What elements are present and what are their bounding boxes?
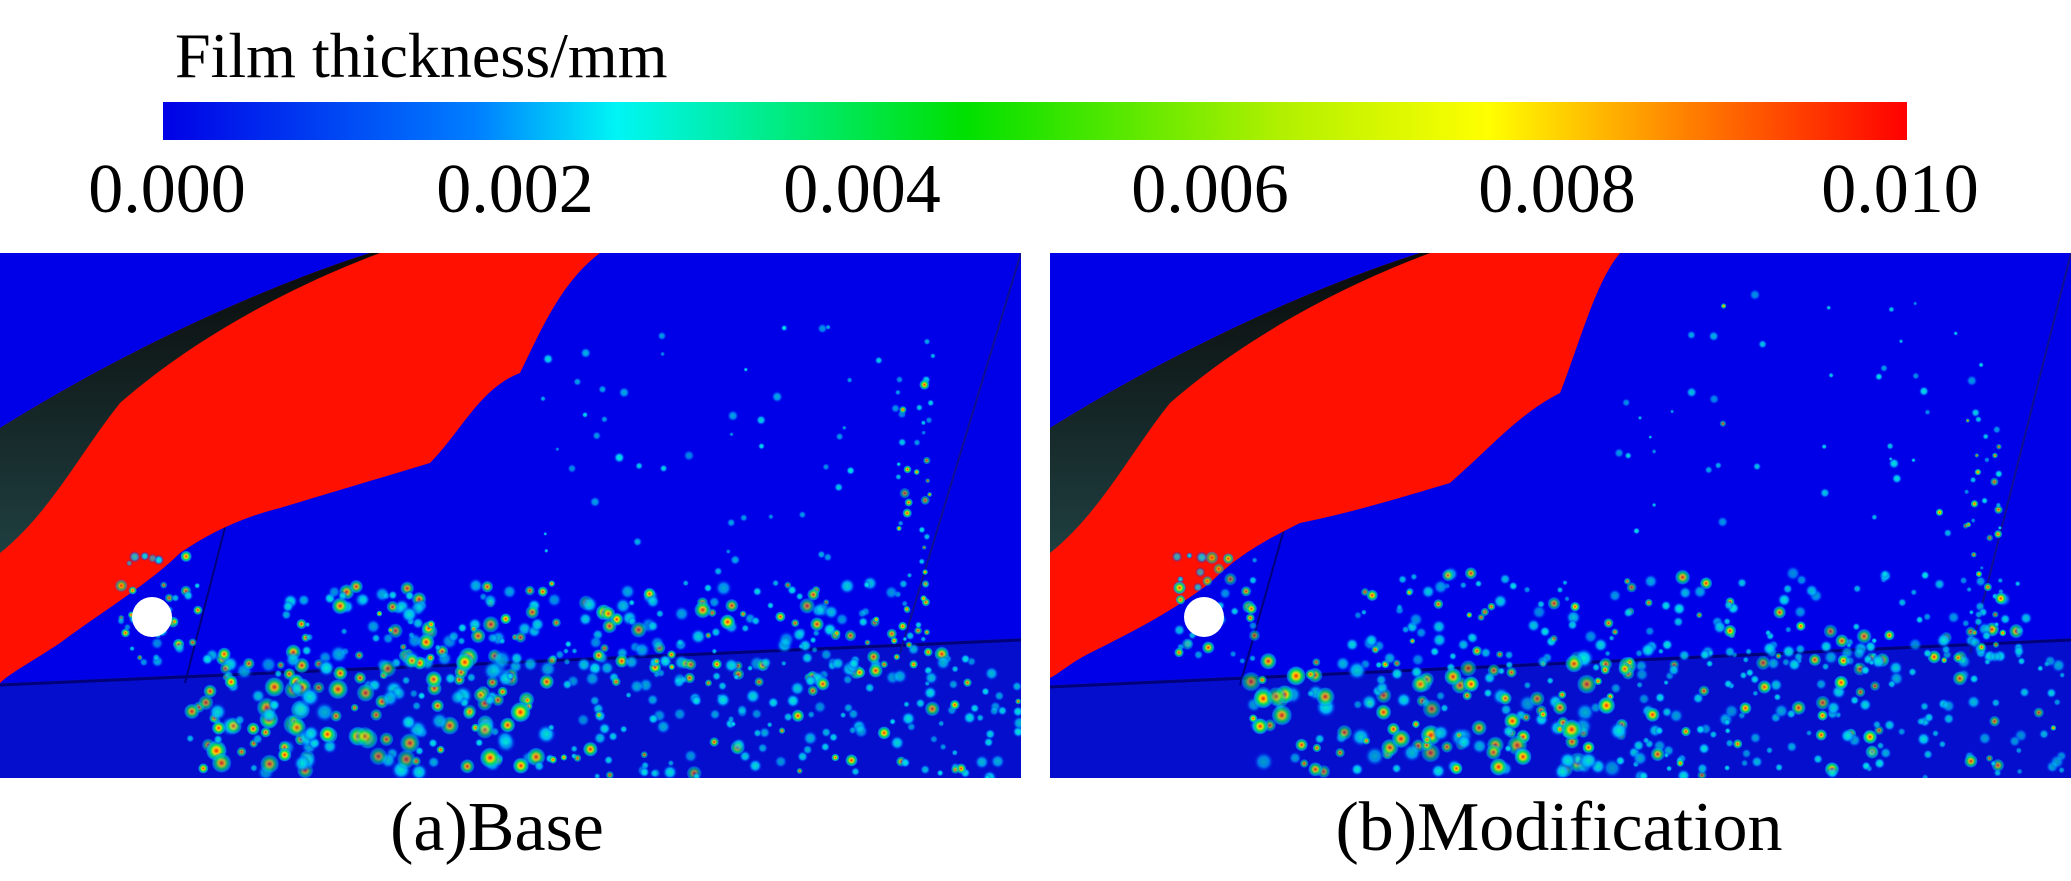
colorbar-tick-label: 0.010	[1821, 151, 1979, 228]
colorbar-tick-label: 0.004	[783, 151, 941, 228]
colorbar-tick-label: 0.006	[1131, 151, 1289, 228]
colorbar-title: Film thickness/mm	[175, 20, 668, 91]
colorbar-tick-label: 0.002	[436, 151, 594, 228]
panel-caption-b: (b)Modification	[1335, 789, 1783, 866]
film-thickness-contour-modification	[1050, 253, 2071, 778]
colorbar-tick-label: 0.008	[1478, 151, 1636, 228]
colorbar	[163, 102, 1907, 140]
panel-caption-a: (a)Base	[390, 789, 604, 866]
film-thickness-contour-base	[0, 253, 1021, 778]
colorbar-tick-label: 0.000	[88, 151, 246, 228]
